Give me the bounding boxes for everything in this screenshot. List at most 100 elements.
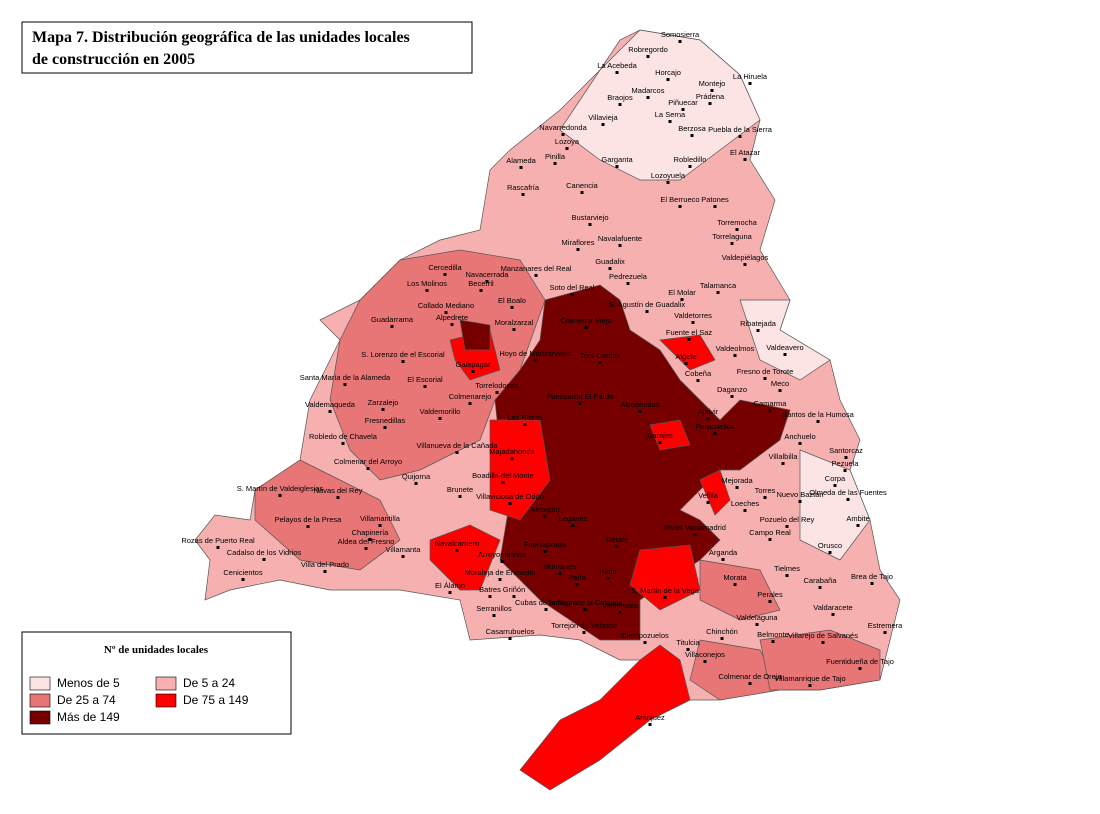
municipality-dot xyxy=(648,723,652,726)
municipality-dot xyxy=(401,555,405,558)
municipality-label: Pedrezuela xyxy=(609,272,648,281)
municipality-label: Olmeda de las Fuentes xyxy=(809,488,887,497)
municipality-dot xyxy=(858,667,862,670)
municipality-label: Chapinería xyxy=(352,528,390,537)
municipality-dot xyxy=(798,500,802,503)
municipality-label: Algete xyxy=(675,352,696,361)
municipality-label: S. Agustín de Guadalix xyxy=(609,300,686,309)
municipality-dot xyxy=(582,631,586,634)
municipality-dot xyxy=(755,623,759,626)
legend-label: Menos de 5 xyxy=(57,676,120,690)
municipality-label: Navacerrada xyxy=(466,270,510,279)
municipality-dot xyxy=(425,289,429,292)
municipality-label: Torrelaguna xyxy=(712,232,752,241)
municipality-dot xyxy=(444,311,448,314)
municipality-dot xyxy=(638,410,642,413)
region xyxy=(659,334,716,371)
municipality-label: Villaconejos xyxy=(685,650,725,659)
municipality-dot xyxy=(768,600,772,603)
municipality-label: Estremera xyxy=(868,621,903,630)
municipality-label: Camarma xyxy=(754,399,788,408)
municipality-label: Brea de Tajo xyxy=(851,572,893,581)
municipality-label: Belmonte xyxy=(757,630,789,639)
municipality-dot xyxy=(262,558,266,561)
municipality-label: Santos de la Humosa xyxy=(782,410,855,419)
municipality-dot xyxy=(523,423,527,426)
municipality-dot xyxy=(716,291,720,294)
region xyxy=(489,419,551,521)
municipality-label: Patones xyxy=(701,195,729,204)
municipality-label: Pinilla xyxy=(545,152,566,161)
region xyxy=(699,559,781,621)
municipality-label: Anchuelo xyxy=(784,432,815,441)
municipality-label: Pinto xyxy=(599,567,616,576)
municipality-dot xyxy=(778,389,782,392)
municipality-label: Braojos xyxy=(607,93,633,102)
municipality-label: Galapagar xyxy=(455,360,491,369)
municipality-label: Majadahonda xyxy=(489,447,535,456)
municipality-label: Aldea del Fresno xyxy=(338,537,395,546)
municipality-label: Pezuela xyxy=(831,459,859,468)
municipality-dot xyxy=(748,682,752,685)
municipality-dot xyxy=(763,496,767,499)
municipality-label: S. Martín de Valdeiglesias xyxy=(237,484,324,493)
municipality-label: Valdetorres xyxy=(674,311,712,320)
municipality-label: Nuevo Baztán xyxy=(776,490,823,499)
municipality-dot xyxy=(688,165,692,168)
municipality-dot xyxy=(808,684,812,687)
municipality-dot xyxy=(708,102,712,105)
municipality-label: Cenicientos xyxy=(223,568,262,577)
municipality-label: Alcobendas xyxy=(620,400,659,409)
municipality-dot xyxy=(510,306,514,309)
region xyxy=(559,29,761,181)
municipality-dot xyxy=(684,362,688,365)
municipality-label: Somosierra xyxy=(661,30,700,39)
regions xyxy=(194,29,901,791)
municipality-label: Fuentidueña de Tajo xyxy=(826,657,894,666)
municipality-label: La Hiruela xyxy=(733,72,768,81)
municipality-dot xyxy=(450,323,454,326)
legend-label: De 5 a 24 xyxy=(183,676,235,690)
municipality-dot xyxy=(643,641,647,644)
municipality-dot xyxy=(479,289,483,292)
municipality-label: El Berrueco xyxy=(660,195,699,204)
region xyxy=(759,629,881,691)
municipality-label: Valdaracete xyxy=(813,603,852,612)
municipality-dot xyxy=(543,550,547,553)
municipality-label: Las Rozas xyxy=(507,413,543,422)
municipality-dot xyxy=(364,547,368,550)
municipality-label: Serranillos xyxy=(476,604,512,613)
region xyxy=(799,449,871,561)
municipality-dot xyxy=(343,383,347,386)
municipality-dot xyxy=(414,482,418,485)
legend-swatch xyxy=(29,693,51,708)
legend-title: Nº de unidades locales xyxy=(104,644,209,656)
municipality-dot xyxy=(575,583,579,586)
municipality-dot xyxy=(713,205,717,208)
region xyxy=(329,249,546,481)
municipality-label: Meco xyxy=(771,379,789,388)
municipality-label: Boadilla del Monte xyxy=(472,471,534,480)
region xyxy=(629,544,701,611)
municipality-dot xyxy=(691,321,695,324)
municipality-label: Garganta xyxy=(601,155,633,164)
municipality-dot xyxy=(571,524,575,527)
municipality-dot xyxy=(390,325,394,328)
municipality-dot xyxy=(733,354,737,357)
municipality-dot xyxy=(785,574,789,577)
municipality-dot xyxy=(328,410,332,413)
municipality-label: Torres xyxy=(755,486,776,495)
municipality-label: Ribatejada xyxy=(740,319,777,328)
municipality-label: Valdemorillo xyxy=(420,407,461,416)
municipality-label: Fuente el Saz xyxy=(666,328,713,337)
municipality-dot xyxy=(768,409,772,412)
municipality-dot xyxy=(666,181,670,184)
municipality-label: Navalcarnero xyxy=(435,539,480,548)
municipality-dot xyxy=(735,228,739,231)
municipality-dot xyxy=(870,582,874,585)
municipality-dot xyxy=(615,71,619,74)
municipality-label: Fuencarral El Pardo xyxy=(547,392,614,401)
municipality-dot xyxy=(844,456,848,459)
legend-swatch xyxy=(29,710,51,725)
municipality-label: Velilla xyxy=(698,491,718,500)
